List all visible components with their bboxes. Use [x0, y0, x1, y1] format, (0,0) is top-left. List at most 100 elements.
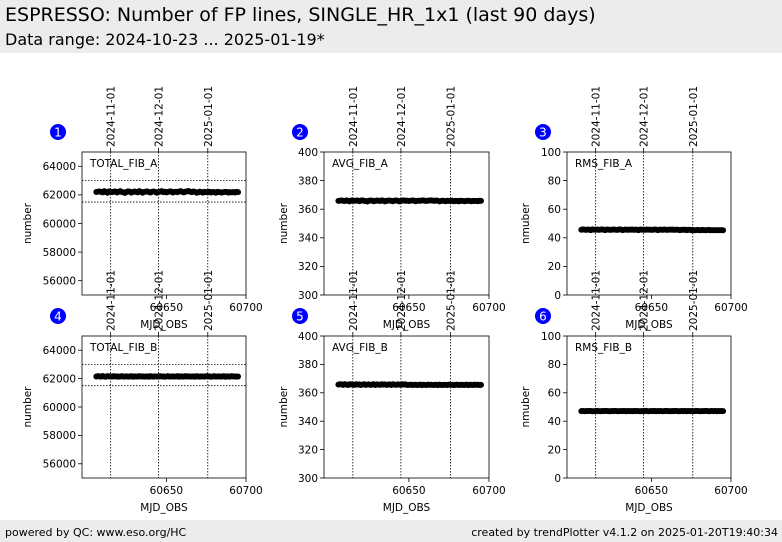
data-point	[235, 373, 242, 380]
date-tick-label: 2025-01-01	[203, 270, 215, 331]
date-tick-label: 2025-01-01	[203, 86, 215, 147]
data-point	[235, 189, 242, 196]
panel-number: 3	[539, 126, 547, 140]
y-tick-label: 20	[548, 261, 561, 273]
y-tick-label: 60	[548, 388, 561, 400]
y-tick-label: 340	[298, 416, 318, 428]
date-tick-label: 2025-01-01	[688, 270, 700, 331]
date-tick-label: 2025-01-01	[446, 86, 458, 147]
date-tick-label: 2024-11-01	[106, 270, 118, 331]
date-tick-label: 2024-11-01	[591, 270, 603, 331]
y-tick-label: 100	[541, 147, 561, 159]
date-tick-label: 2024-12-01	[396, 270, 408, 331]
panel-number: 6	[539, 310, 547, 324]
page-title: ESPRESSO: Number of FP lines, SINGLE_HR_…	[5, 4, 596, 26]
series-label: AVG_FIB_A	[332, 158, 389, 170]
panel-number: 2	[296, 126, 304, 140]
y-tick-label: 56000	[43, 276, 76, 288]
y-axis-label: nmuber	[520, 202, 532, 244]
footer-generator: created by trendPlotter v4.1.2 on 2025-0…	[471, 526, 778, 539]
x-axis-label: MJD_OBS	[140, 319, 188, 331]
footer-credit: powered by QC: www.eso.org/HC	[5, 526, 187, 539]
panel-number-badge	[50, 124, 66, 140]
chart-panel-2: 2024-11-01 2024-12-01 2025-01-01 300 320 340 3…	[278, 86, 506, 331]
y-tick-label: 360	[298, 388, 318, 400]
data-point	[720, 408, 727, 415]
date-tick-label: 2024-12-01	[153, 86, 165, 147]
x-tick-label: 60700	[714, 485, 747, 497]
x-tick-label: 60650	[150, 485, 183, 497]
y-tick-label: 400	[298, 331, 318, 343]
date-tick-label: 2024-12-01	[638, 270, 650, 331]
y-tick-label: 360	[298, 204, 318, 216]
panel-number: 5	[296, 310, 304, 324]
chart-panel-3: 2024-11-01 2024-12-01 2025-01-01 0 20 40 60 80 1…	[520, 86, 748, 331]
y-tick-label: 300	[298, 473, 318, 485]
y-axis-label: number	[22, 386, 34, 428]
x-axis-label: MJD_OBS	[383, 319, 431, 331]
date-tick-label: 2025-01-01	[446, 270, 458, 331]
y-tick-label: 60000	[43, 218, 76, 230]
charts-grid: 2024-11-01 2024-12-01 2025-01-015600058000…	[22, 86, 748, 514]
y-axis-label: number	[22, 202, 34, 244]
plot-frame	[323, 335, 490, 479]
y-tick-label: 80	[548, 359, 561, 371]
panel-number-badge	[50, 308, 66, 324]
y-tick-label: 20	[548, 444, 561, 456]
plot-frame	[323, 151, 490, 296]
series-label: TOTAL_FIB_A	[89, 158, 158, 170]
date-tick-label: 2024-11-01	[106, 86, 118, 147]
y-tick-label: 58000	[43, 430, 76, 442]
x-tick-label: 60700	[714, 302, 747, 314]
panel-number-badge	[535, 308, 551, 324]
series-label: TOTAL_FIB_B	[89, 342, 157, 354]
date-tick-label: 2025-01-01	[688, 86, 700, 147]
page-subtitle: Data range: 2024-10-23 ... 2025-01-19*	[5, 30, 325, 49]
footer-band: powered by QC: www.eso.org/HC created by…	[0, 520, 782, 542]
y-tick-label: 60000	[43, 402, 76, 414]
y-tick-label: 380	[298, 359, 318, 371]
y-tick-label: 40	[548, 233, 561, 245]
x-axis-label: MJD_OBS	[625, 502, 673, 514]
date-tick-label: 2024-11-01	[591, 86, 603, 147]
panel-number-badge	[292, 308, 308, 324]
y-tick-label: 320	[298, 444, 318, 456]
plot-frame	[566, 151, 732, 296]
series-label: AVG_FIB_B	[332, 342, 388, 354]
series-label: RMS_FIB_B	[575, 342, 632, 354]
date-tick-label: 2024-11-01	[348, 86, 360, 147]
panel-number-badge	[535, 124, 551, 140]
chart-panel-4: 2024-11-01 2024-12-01 2025-01-01 56000 58000…	[22, 270, 263, 514]
header-band: ESPRESSO: Number of FP lines, SINGLE_HR_…	[0, 0, 782, 53]
x-tick-label: 60700	[472, 485, 505, 497]
panel-number: 1	[54, 126, 62, 140]
x-tick-label: 60650	[635, 302, 668, 314]
y-axis-label: number	[278, 202, 290, 244]
date-tick-label: 2024-12-01	[153, 270, 165, 331]
y-tick-label: 64000	[43, 345, 76, 357]
x-tick-label: 60700	[229, 302, 262, 314]
y-tick-label: 0	[554, 290, 561, 302]
y-tick-label: 62000	[43, 190, 76, 202]
x-tick-label: 60650	[392, 302, 425, 314]
plot-frame	[81, 335, 247, 479]
y-tick-label: 300	[298, 290, 318, 302]
y-tick-label: 380	[298, 175, 318, 187]
y-tick-label: 320	[298, 261, 318, 273]
date-tick-label: 2024-11-01	[348, 270, 360, 331]
series-label: RMS_FIB_A	[575, 158, 633, 170]
y-tick-label: 400	[298, 147, 318, 159]
date-tick-label: 2024-12-01	[396, 86, 408, 147]
y-axis-label: number	[278, 386, 290, 428]
y-tick-label: 64000	[43, 161, 76, 173]
y-tick-label: 100	[541, 331, 561, 343]
chart-panel-1: 2024-11-01 2024-12-01 2025-01-01 56000 58000…	[22, 86, 263, 331]
y-tick-label: 60	[548, 204, 561, 216]
x-tick-label: 60650	[150, 302, 183, 314]
x-tick-label: 60700	[472, 302, 505, 314]
y-tick-label: 80	[548, 175, 561, 187]
y-tick-label: 0	[554, 473, 561, 485]
y-tick-label: 62000	[43, 373, 76, 385]
x-axis-label: MJD_OBS	[625, 319, 673, 331]
x-tick-label: 60650	[392, 485, 425, 497]
